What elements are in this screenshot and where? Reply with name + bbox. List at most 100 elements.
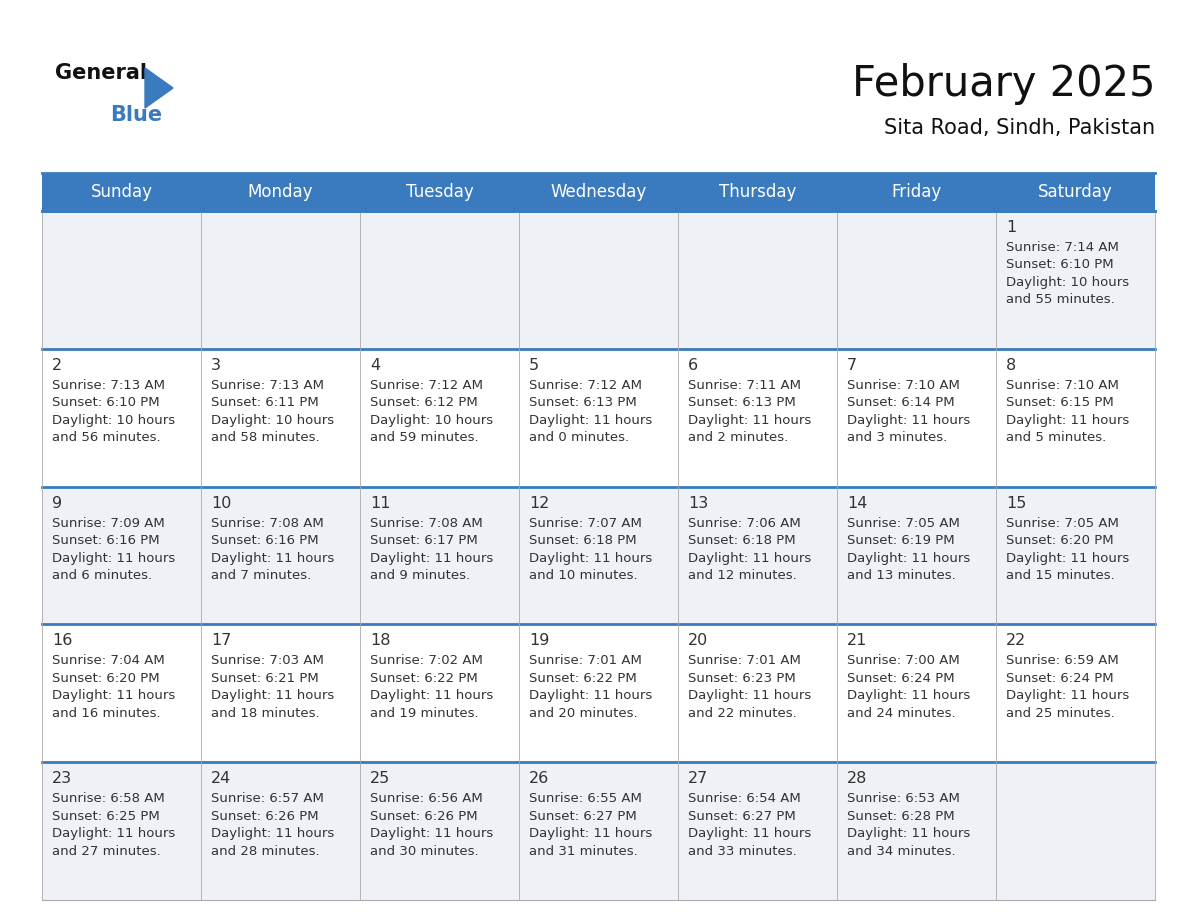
- Text: Sunrise: 6:55 AM: Sunrise: 6:55 AM: [529, 792, 642, 805]
- Text: 6: 6: [688, 358, 699, 373]
- Text: Sunrise: 7:05 AM: Sunrise: 7:05 AM: [847, 517, 960, 530]
- Text: Sunset: 6:20 PM: Sunset: 6:20 PM: [52, 672, 159, 685]
- Text: Sunset: 6:12 PM: Sunset: 6:12 PM: [369, 397, 478, 409]
- Text: Sunrise: 7:14 AM: Sunrise: 7:14 AM: [1006, 241, 1119, 254]
- Text: Sunrise: 7:05 AM: Sunrise: 7:05 AM: [1006, 517, 1119, 530]
- Text: 13: 13: [688, 496, 708, 510]
- Text: Sunset: 6:18 PM: Sunset: 6:18 PM: [688, 534, 796, 547]
- Text: Daylight: 11 hours: Daylight: 11 hours: [211, 827, 334, 840]
- Bar: [42, 762, 1155, 900]
- Bar: [42, 211, 1155, 349]
- Text: Sunrise: 7:12 AM: Sunrise: 7:12 AM: [529, 379, 642, 392]
- Text: and 22 minutes.: and 22 minutes.: [688, 707, 797, 720]
- Text: Sunset: 6:11 PM: Sunset: 6:11 PM: [211, 397, 318, 409]
- Text: and 16 minutes.: and 16 minutes.: [52, 707, 160, 720]
- Text: Sunrise: 7:01 AM: Sunrise: 7:01 AM: [688, 655, 801, 667]
- Text: Sunrise: 6:57 AM: Sunrise: 6:57 AM: [211, 792, 324, 805]
- Text: Daylight: 11 hours: Daylight: 11 hours: [847, 827, 971, 840]
- Text: 12: 12: [529, 496, 549, 510]
- Text: Sunset: 6:13 PM: Sunset: 6:13 PM: [688, 397, 796, 409]
- Text: 15: 15: [1006, 496, 1026, 510]
- Text: Sunset: 6:15 PM: Sunset: 6:15 PM: [1006, 397, 1114, 409]
- Text: 4: 4: [369, 358, 380, 373]
- Text: Sunset: 6:19 PM: Sunset: 6:19 PM: [847, 534, 955, 547]
- Text: 3: 3: [211, 358, 221, 373]
- Text: February 2025: February 2025: [852, 63, 1155, 105]
- Text: Sunset: 6:10 PM: Sunset: 6:10 PM: [52, 397, 159, 409]
- Text: Daylight: 11 hours: Daylight: 11 hours: [211, 689, 334, 702]
- Text: 7: 7: [847, 358, 857, 373]
- Text: and 28 minutes.: and 28 minutes.: [211, 845, 320, 857]
- Text: Sunset: 6:21 PM: Sunset: 6:21 PM: [211, 672, 318, 685]
- Text: Sunset: 6:13 PM: Sunset: 6:13 PM: [529, 397, 637, 409]
- Text: and 3 minutes.: and 3 minutes.: [847, 431, 947, 444]
- Text: and 19 minutes.: and 19 minutes.: [369, 707, 479, 720]
- Text: General: General: [55, 63, 147, 83]
- Text: Sunrise: 7:10 AM: Sunrise: 7:10 AM: [847, 379, 960, 392]
- Polygon shape: [145, 68, 173, 108]
- Text: 8: 8: [1006, 358, 1016, 373]
- Text: and 2 minutes.: and 2 minutes.: [688, 431, 789, 444]
- Text: Sunrise: 6:54 AM: Sunrise: 6:54 AM: [688, 792, 801, 805]
- Text: and 5 minutes.: and 5 minutes.: [1006, 431, 1106, 444]
- Text: and 27 minutes.: and 27 minutes.: [52, 845, 160, 857]
- Text: 25: 25: [369, 771, 390, 786]
- Text: Daylight: 10 hours: Daylight: 10 hours: [211, 414, 334, 427]
- Text: and 7 minutes.: and 7 minutes.: [211, 569, 311, 582]
- Text: Sunrise: 7:06 AM: Sunrise: 7:06 AM: [688, 517, 801, 530]
- Text: Daylight: 11 hours: Daylight: 11 hours: [688, 689, 811, 702]
- Text: 17: 17: [211, 633, 232, 648]
- Text: and 56 minutes.: and 56 minutes.: [52, 431, 160, 444]
- Text: and 31 minutes.: and 31 minutes.: [529, 845, 638, 857]
- Text: 22: 22: [1006, 633, 1026, 648]
- Text: Sunset: 6:16 PM: Sunset: 6:16 PM: [52, 534, 159, 547]
- Text: 28: 28: [847, 771, 867, 786]
- Text: Daylight: 11 hours: Daylight: 11 hours: [529, 827, 652, 840]
- Text: Sunset: 6:17 PM: Sunset: 6:17 PM: [369, 534, 478, 547]
- Text: Daylight: 11 hours: Daylight: 11 hours: [688, 414, 811, 427]
- Text: Sunset: 6:14 PM: Sunset: 6:14 PM: [847, 397, 955, 409]
- Text: 26: 26: [529, 771, 549, 786]
- Text: Sunrise: 7:08 AM: Sunrise: 7:08 AM: [211, 517, 324, 530]
- Text: Sunset: 6:24 PM: Sunset: 6:24 PM: [1006, 672, 1113, 685]
- Text: Daylight: 11 hours: Daylight: 11 hours: [52, 689, 176, 702]
- Text: Sunday: Sunday: [90, 183, 152, 201]
- Text: Daylight: 11 hours: Daylight: 11 hours: [847, 414, 971, 427]
- Text: and 25 minutes.: and 25 minutes.: [1006, 707, 1114, 720]
- Text: Daylight: 11 hours: Daylight: 11 hours: [529, 414, 652, 427]
- Text: Daylight: 11 hours: Daylight: 11 hours: [847, 552, 971, 565]
- Text: Sunset: 6:23 PM: Sunset: 6:23 PM: [688, 672, 796, 685]
- Text: Daylight: 11 hours: Daylight: 11 hours: [847, 689, 971, 702]
- Text: Daylight: 11 hours: Daylight: 11 hours: [211, 552, 334, 565]
- Text: Daylight: 11 hours: Daylight: 11 hours: [529, 552, 652, 565]
- Text: Sunset: 6:18 PM: Sunset: 6:18 PM: [529, 534, 637, 547]
- Bar: [42, 487, 1155, 624]
- Text: 9: 9: [52, 496, 62, 510]
- Text: and 9 minutes.: and 9 minutes.: [369, 569, 470, 582]
- Text: Wednesday: Wednesday: [550, 183, 646, 201]
- Text: Sunset: 6:27 PM: Sunset: 6:27 PM: [688, 810, 796, 823]
- Text: and 12 minutes.: and 12 minutes.: [688, 569, 797, 582]
- Text: Daylight: 10 hours: Daylight: 10 hours: [52, 414, 175, 427]
- Text: Sunrise: 7:13 AM: Sunrise: 7:13 AM: [211, 379, 324, 392]
- Text: Daylight: 11 hours: Daylight: 11 hours: [52, 827, 176, 840]
- Text: Sunrise: 6:56 AM: Sunrise: 6:56 AM: [369, 792, 482, 805]
- Text: Tuesday: Tuesday: [405, 183, 473, 201]
- Text: Sunset: 6:28 PM: Sunset: 6:28 PM: [847, 810, 955, 823]
- Text: Sunset: 6:26 PM: Sunset: 6:26 PM: [369, 810, 478, 823]
- Text: Sunrise: 7:01 AM: Sunrise: 7:01 AM: [529, 655, 642, 667]
- Text: Daylight: 11 hours: Daylight: 11 hours: [369, 552, 493, 565]
- Text: Sunrise: 7:10 AM: Sunrise: 7:10 AM: [1006, 379, 1119, 392]
- Text: and 0 minutes.: and 0 minutes.: [529, 431, 630, 444]
- Text: 1: 1: [1006, 220, 1016, 235]
- Text: 19: 19: [529, 633, 549, 648]
- Text: Sunset: 6:20 PM: Sunset: 6:20 PM: [1006, 534, 1113, 547]
- Text: Sunrise: 7:09 AM: Sunrise: 7:09 AM: [52, 517, 165, 530]
- Text: 14: 14: [847, 496, 867, 510]
- Text: 27: 27: [688, 771, 708, 786]
- Text: and 6 minutes.: and 6 minutes.: [52, 569, 152, 582]
- Text: Sunrise: 6:59 AM: Sunrise: 6:59 AM: [1006, 655, 1119, 667]
- Text: and 58 minutes.: and 58 minutes.: [211, 431, 320, 444]
- Text: and 15 minutes.: and 15 minutes.: [1006, 569, 1114, 582]
- Text: Thursday: Thursday: [719, 183, 796, 201]
